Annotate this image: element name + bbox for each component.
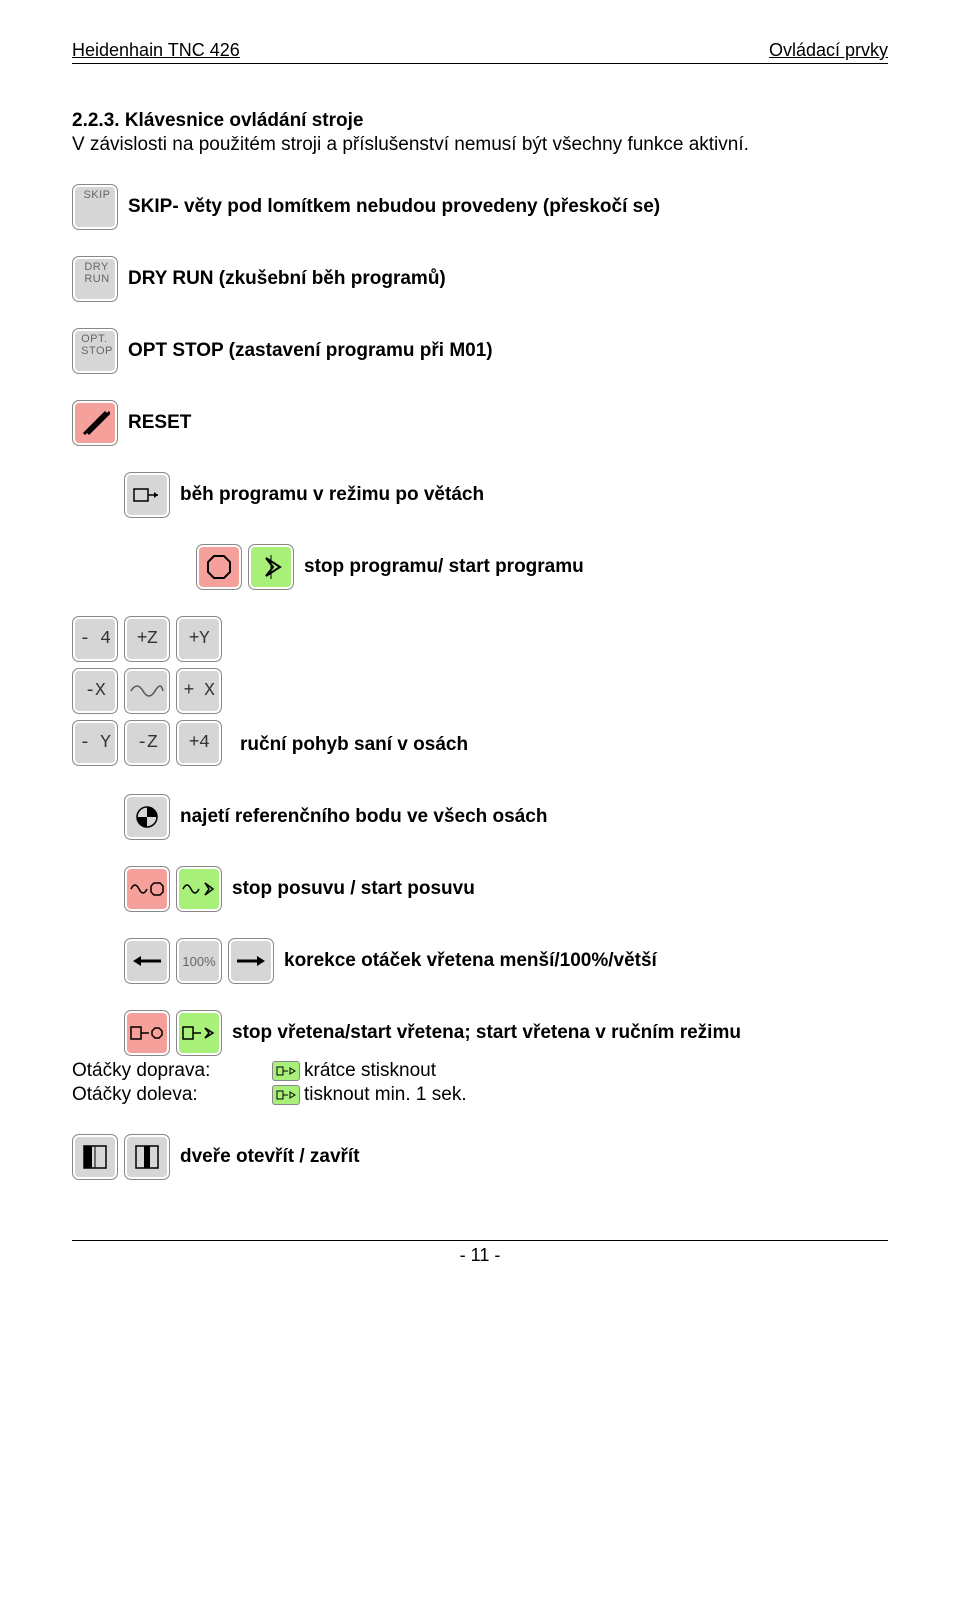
row-door: dveře otevřít / zavřít xyxy=(72,1134,888,1180)
page-footer: - 11 - xyxy=(72,1240,888,1266)
row-stopstart: stop programu/ start programu xyxy=(196,544,888,590)
optstop-key[interactable]: OPT. STOP xyxy=(72,328,118,374)
spindle-stop-icon xyxy=(129,1023,165,1043)
skip-label: SKIP- věty pod lomítkem nebudou proveden… xyxy=(128,196,660,218)
row-dryrun: DRY RUN DRY RUN (zkušební běh programů) xyxy=(72,256,888,302)
stop-key[interactable] xyxy=(196,544,242,590)
stop-icon xyxy=(204,552,234,582)
row-step: běh programu v režimu po větách xyxy=(124,472,888,518)
mini-start-icon-2 xyxy=(272,1085,300,1105)
override-100-key[interactable]: 100% xyxy=(176,938,222,984)
axis-key-8[interactable]: +4 xyxy=(176,720,222,766)
axis-key-6[interactable]: - Y xyxy=(72,720,118,766)
axis-key-2[interactable]: +Y xyxy=(176,616,222,662)
reset-label: RESET xyxy=(128,412,191,434)
otacky-block: Otáčky doprava: krátce stisknout Otáčky … xyxy=(72,1060,888,1106)
spindle-label: stop vřetena/start vřetena; start vřeten… xyxy=(232,1022,741,1044)
section-sub: V závislosti na použitém stroji a příslu… xyxy=(72,134,888,156)
refpoint-label: najetí referenčního bodu ve všech osách xyxy=(180,806,547,828)
skip-key[interactable]: SKIP xyxy=(72,184,118,230)
step-label: běh programu v režimu po větách xyxy=(180,484,484,506)
dryrun-label: DRY RUN (zkušební běh programů) xyxy=(128,268,446,290)
axis-key-3[interactable]: -X xyxy=(72,668,118,714)
step-key[interactable] xyxy=(124,472,170,518)
axis-key-1[interactable]: +Z xyxy=(124,616,170,662)
feed-label: stop posuvu / start posuvu xyxy=(232,878,475,900)
start-key[interactable] xyxy=(248,544,294,590)
row-override: 100% korekce otáček vřetena menší/100%/v… xyxy=(124,938,888,984)
feed-start-icon xyxy=(181,877,217,901)
header-right: Ovládací prvky xyxy=(769,40,888,61)
dryrun-key[interactable]: DRY RUN xyxy=(72,256,118,302)
spindle-start-icon xyxy=(181,1023,217,1043)
otacky-right-text: krátce stisknout xyxy=(304,1060,436,1082)
spindle-start-key[interactable] xyxy=(176,1010,222,1056)
row-skip: SKIP SKIP- věty pod lomítkem nebudou pro… xyxy=(72,184,888,230)
target-icon xyxy=(132,802,162,832)
row-reset: RESET xyxy=(72,400,888,446)
section-title: 2.2.3. Klávesnice ovládání stroje xyxy=(72,110,888,132)
axis-key-5[interactable]: + X xyxy=(176,668,222,714)
otacky-left-text: tisknout min. 1 sek. xyxy=(304,1084,467,1106)
feed-stop-key[interactable] xyxy=(124,866,170,912)
row-spindle: stop vřetena/start vřetena; start vřeten… xyxy=(124,1010,888,1056)
feed-start-key[interactable] xyxy=(176,866,222,912)
door-close-icon xyxy=(132,1142,162,1172)
arrow-right-icon xyxy=(235,952,267,970)
page-header: Heidenhain TNC 426 Ovládací prvky xyxy=(72,40,888,64)
start-icon xyxy=(256,552,286,582)
override-plus-key[interactable] xyxy=(228,938,274,984)
spindle-stop-key[interactable] xyxy=(124,1010,170,1056)
otacky-left-label: Otáčky doleva: xyxy=(72,1084,272,1106)
feed-stop-icon xyxy=(129,877,165,901)
otacky-left: Otáčky doleva: tisknout min. 1 sek. xyxy=(72,1084,888,1106)
door-close-key[interactable] xyxy=(124,1134,170,1180)
slash-icon xyxy=(80,408,110,438)
stopstart-label: stop programu/ start programu xyxy=(304,556,584,578)
header-left: Heidenhain TNC 426 xyxy=(72,40,240,61)
otacky-right-label: Otáčky doprava: xyxy=(72,1060,272,1082)
door-open-icon xyxy=(80,1142,110,1172)
refpoint-key[interactable] xyxy=(124,794,170,840)
override-minus-key[interactable] xyxy=(124,938,170,984)
axis-key-0[interactable]: - 4 xyxy=(72,616,118,662)
axis-key-7[interactable]: -Z xyxy=(124,720,170,766)
door-label: dveře otevřít / zavřít xyxy=(180,1146,360,1168)
row-axis: - 4 +Z +Y -X + X - Y -Z +4 ruční pohyb s… xyxy=(72,616,888,766)
row-feed: stop posuvu / start posuvu xyxy=(124,866,888,912)
reset-key[interactable] xyxy=(72,400,118,446)
row-refpoint: najetí referenčního bodu ve všech osách xyxy=(124,794,888,840)
step-icon xyxy=(132,483,162,507)
axis-label: ruční pohyb saní v osách xyxy=(240,734,468,766)
arrow-left-icon xyxy=(131,952,163,970)
mini-start-icon xyxy=(272,1061,300,1081)
row-optstop: OPT. STOP OPT STOP (zastavení programu p… xyxy=(72,328,888,374)
otacky-right: Otáčky doprava: krátce stisknout xyxy=(72,1060,888,1082)
optstop-label: OPT STOP (zastavení programu při M01) xyxy=(128,340,493,362)
override-label: korekce otáček vřetena menší/100%/větší xyxy=(284,950,657,972)
axis-key-rapid[interactable] xyxy=(124,668,170,714)
rapid-icon xyxy=(129,679,165,703)
door-open-key[interactable] xyxy=(72,1134,118,1180)
axis-grid: - 4 +Z +Y -X + X - Y -Z +4 xyxy=(72,616,222,766)
